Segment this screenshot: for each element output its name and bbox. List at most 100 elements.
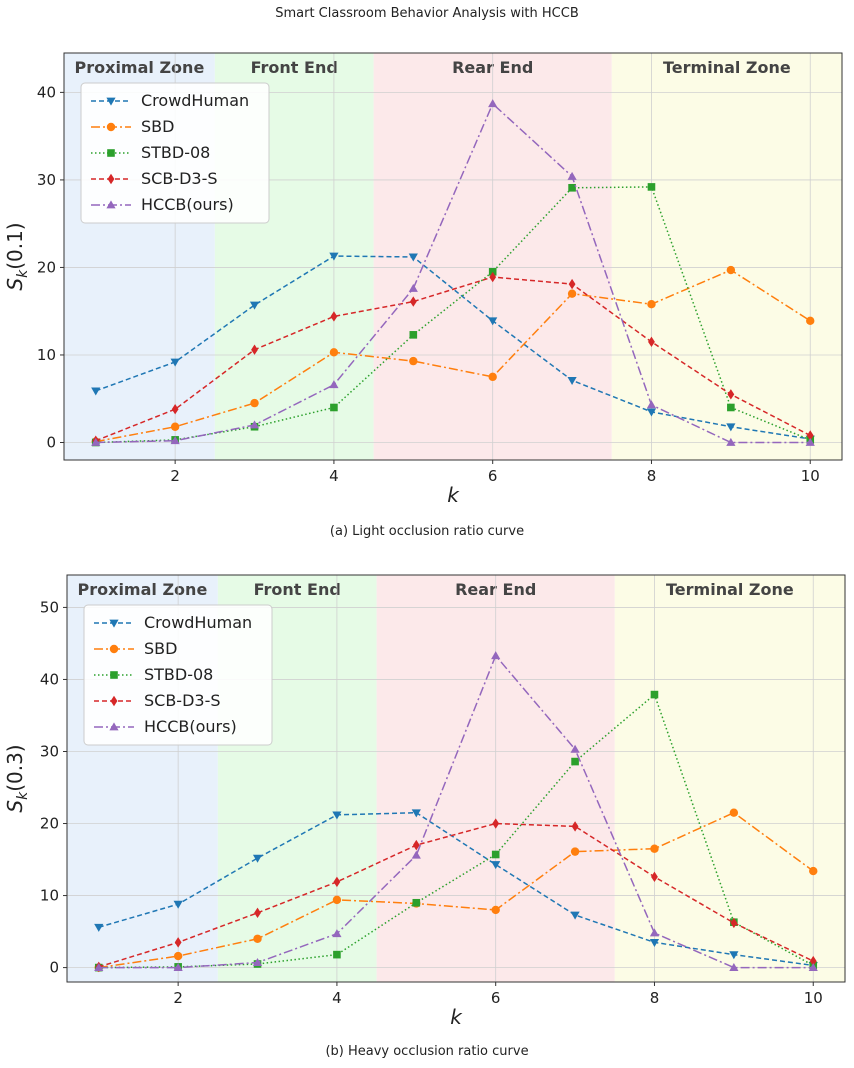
y-axis-label: Sk(0.3)	[3, 744, 31, 812]
x-tick-label: 4	[332, 989, 342, 1007]
y-tick-label: 30	[40, 742, 59, 760]
data-point	[647, 183, 656, 191]
data-point	[411, 850, 421, 859]
series-line	[98, 654, 814, 969]
zone-label: Terminal Zone	[663, 58, 791, 77]
data-point	[249, 301, 260, 310]
legend-label: SCB-D3-S	[144, 691, 221, 710]
series-line	[95, 255, 811, 440]
data-point	[571, 757, 579, 766]
y-tick-label: 0	[49, 959, 59, 977]
legend-label: STBD-08	[144, 665, 213, 684]
data-point	[491, 850, 500, 859]
legend-box	[83, 604, 273, 746]
data-point	[329, 252, 339, 261]
legend-label: SBD	[141, 117, 174, 136]
x-tick-label: 6	[491, 989, 501, 1007]
data-point	[173, 951, 183, 961]
series-line	[98, 811, 814, 969]
data-point	[571, 821, 579, 832]
legend-label: HCCB(ours)	[144, 717, 237, 736]
legend-label: HCCB(ours)	[141, 195, 234, 214]
legend-swatch-marker	[109, 619, 119, 628]
data-point	[253, 934, 262, 943]
data-point	[329, 380, 339, 389]
x-tick-label: 8	[650, 989, 660, 1007]
data-point	[409, 296, 417, 307]
plot-frame	[63, 52, 843, 461]
data-point	[727, 389, 735, 400]
x-tick-label: 10	[804, 989, 823, 1007]
data-point	[91, 437, 101, 446]
legend-label: SBD	[144, 639, 177, 658]
data-point	[408, 283, 418, 292]
data-point	[332, 895, 342, 905]
data-point	[252, 854, 263, 863]
legend-swatch-marker	[110, 671, 118, 679]
data-point	[491, 651, 501, 660]
data-point	[568, 278, 576, 290]
data-point	[170, 422, 180, 431]
zone-label: Front End	[254, 580, 341, 599]
data-point	[726, 437, 736, 446]
data-point	[94, 962, 104, 971]
data-point	[568, 183, 576, 192]
data-point	[491, 861, 501, 870]
zone-band	[614, 575, 845, 982]
chart-heavy-occlusion: Proximal Zone Front End Rear End Terminal Z…	[3, 574, 846, 1029]
data-point	[94, 923, 104, 932]
legend-swatch-marker	[107, 149, 115, 157]
data-point	[727, 403, 735, 412]
legend-swatch-marker	[110, 695, 118, 707]
data-point	[171, 404, 179, 415]
legend-box	[80, 82, 270, 224]
data-point	[330, 403, 338, 412]
data-point	[729, 808, 739, 817]
data-point	[411, 809, 421, 818]
series-line	[95, 269, 811, 443]
data-point	[729, 951, 739, 960]
series-crowdhuman	[91, 252, 815, 444]
legend-swatch-marker	[106, 200, 116, 209]
data-point	[806, 316, 815, 326]
legend-swatch-marker	[109, 644, 119, 654]
data-point	[250, 398, 259, 408]
legend-swatch-marker	[106, 122, 116, 132]
data-point	[330, 311, 338, 322]
data-point	[251, 344, 258, 355]
x-tick-label: 6	[488, 467, 498, 485]
x-tick-label: 10	[801, 467, 820, 485]
data-point	[647, 300, 656, 309]
data-point	[332, 811, 342, 820]
data-point	[806, 430, 814, 441]
data-point	[489, 271, 497, 283]
y-tick-label: 30	[37, 171, 56, 189]
x-tick-label: 2	[173, 989, 183, 1007]
y-tick-label: 50	[40, 598, 59, 616]
data-point	[805, 437, 815, 446]
legend-label: CrowdHuman	[144, 613, 252, 632]
series-hccb-ours-	[94, 651, 818, 971]
data-point	[170, 436, 180, 445]
data-point	[570, 911, 580, 920]
data-point	[808, 962, 818, 971]
series-sbd	[94, 808, 818, 972]
data-point	[649, 938, 660, 947]
data-point	[567, 171, 577, 180]
data-point	[646, 408, 657, 417]
data-point	[729, 962, 739, 971]
data-point	[649, 928, 660, 937]
caption-heavy-occlusion: (b) Heavy occlusion ratio curve	[325, 1044, 529, 1059]
zone-band	[611, 53, 842, 460]
data-point	[333, 950, 341, 959]
data-point	[567, 376, 577, 385]
y-tick-label: 20	[40, 815, 59, 833]
data-point	[648, 336, 655, 348]
x-tick-label: 2	[170, 467, 180, 485]
data-point	[650, 690, 659, 699]
data-point	[488, 99, 498, 108]
x-axis-label: k	[450, 1005, 463, 1029]
data-point	[646, 400, 657, 409]
zone-label: Proximal Zone	[78, 580, 208, 599]
legend-label: SCB-D3-S	[141, 169, 218, 188]
